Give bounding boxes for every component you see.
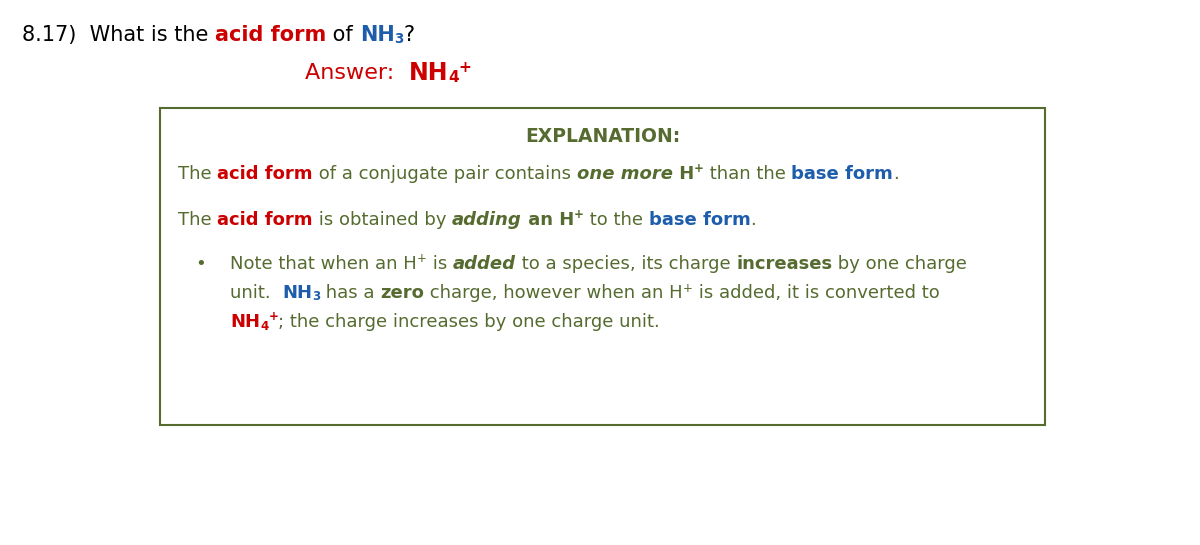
Text: ?: ? xyxy=(403,25,415,45)
Text: +: + xyxy=(416,252,427,265)
Text: 4: 4 xyxy=(448,70,458,86)
Text: an H: an H xyxy=(522,211,574,229)
Text: 3: 3 xyxy=(312,290,320,304)
Text: base form: base form xyxy=(649,211,750,229)
Text: H: H xyxy=(673,165,694,183)
Text: to the: to the xyxy=(584,211,649,229)
Text: 4: 4 xyxy=(260,319,269,332)
Text: .: . xyxy=(750,211,756,229)
Text: +: + xyxy=(269,311,278,324)
Text: charge, however when an H: charge, however when an H xyxy=(425,284,683,302)
Text: acid form: acid form xyxy=(217,211,313,229)
Text: adding: adding xyxy=(452,211,522,229)
Text: is added, it is converted to: is added, it is converted to xyxy=(692,284,940,302)
Text: base form: base form xyxy=(791,165,893,183)
Text: +: + xyxy=(694,162,703,175)
Text: is: is xyxy=(427,255,452,273)
Text: zero: zero xyxy=(380,284,425,302)
Text: NH: NH xyxy=(230,313,260,331)
FancyBboxPatch shape xyxy=(160,108,1045,425)
Text: ; the charge increases by one charge unit.: ; the charge increases by one charge uni… xyxy=(278,313,660,331)
Text: is obtained by: is obtained by xyxy=(313,211,452,229)
Text: •: • xyxy=(194,255,205,273)
Text: to a species, its charge: to a species, its charge xyxy=(516,255,736,273)
Text: .: . xyxy=(893,165,899,183)
Text: of a conjugate pair contains: of a conjugate pair contains xyxy=(313,165,577,183)
Text: by one charge: by one charge xyxy=(832,255,967,273)
Text: Note that when an H: Note that when an H xyxy=(230,255,416,273)
Text: +: + xyxy=(683,282,692,294)
Text: +: + xyxy=(458,59,472,75)
Text: has a: has a xyxy=(320,284,380,302)
Text: NH: NH xyxy=(408,61,448,85)
Text: one more: one more xyxy=(577,165,673,183)
Text: 8.17)  What is the: 8.17) What is the xyxy=(22,25,215,45)
Text: The: The xyxy=(178,211,217,229)
Text: added: added xyxy=(452,255,516,273)
Text: of: of xyxy=(326,25,360,45)
Text: The: The xyxy=(178,165,217,183)
Text: acid form: acid form xyxy=(217,165,313,183)
Text: increases: increases xyxy=(736,255,832,273)
Text: NH: NH xyxy=(360,25,395,45)
Text: acid form: acid form xyxy=(215,25,326,45)
Text: than the: than the xyxy=(703,165,791,183)
Text: 3: 3 xyxy=(395,32,403,46)
Text: NH: NH xyxy=(282,284,312,302)
Text: unit.: unit. xyxy=(230,284,282,302)
Text: +: + xyxy=(574,209,584,221)
Text: Answer:: Answer: xyxy=(305,63,408,83)
Text: EXPLANATION:: EXPLANATION: xyxy=(524,126,680,146)
